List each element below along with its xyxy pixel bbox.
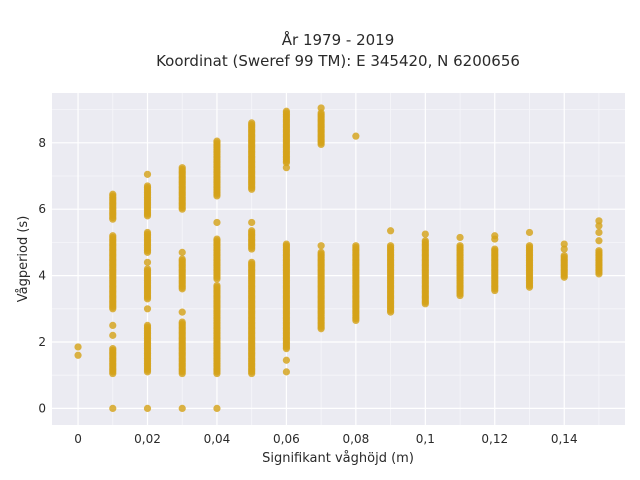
data-point: [317, 109, 325, 117]
data-point: [109, 345, 117, 353]
x-tick-labels: 0 0,02 0,04 0,06 0,08 0,1 0,12 0,14: [74, 432, 577, 446]
x-tick-label: 0,02: [134, 432, 161, 446]
data-point: [525, 228, 534, 237]
data-point: [317, 248, 325, 256]
data-point: [248, 258, 256, 266]
data-point: [143, 170, 152, 178]
data-point: [178, 404, 186, 412]
data-point: [178, 318, 186, 326]
data-point: [595, 222, 603, 230]
data-point: [74, 351, 82, 359]
data-point: [560, 252, 568, 260]
data-point: [352, 242, 360, 250]
data-point: [143, 258, 152, 266]
x-axis-label: Signifikant våghöjd (m): [262, 451, 414, 466]
x-tick-label: 0,1: [416, 432, 435, 446]
data-point: [560, 240, 568, 248]
data-point: [109, 190, 117, 198]
data-point: [282, 164, 291, 172]
data-point: [421, 230, 429, 238]
data-point: [109, 404, 117, 412]
data-point: [560, 245, 568, 253]
data-point: [282, 356, 291, 364]
data-point: [595, 228, 603, 237]
y-tick-labels: 0 2 4 6 8: [38, 136, 46, 416]
data-point: [491, 232, 499, 240]
y-tick-label: 6: [38, 202, 46, 216]
y-tick-label: 2: [38, 335, 46, 349]
x-tick-label: 0,14: [551, 432, 578, 446]
data-point: [109, 331, 117, 339]
y-axis-label: Vågperiod (s): [16, 216, 31, 303]
data-point: [352, 132, 360, 140]
data-point: [109, 232, 117, 240]
data-point: [213, 235, 221, 243]
chart-subtitle: Koordinat (Sweref 99 TM): E 345420, N 62…: [156, 52, 520, 70]
x-tick-label: 0,06: [273, 432, 300, 446]
data-point: [317, 104, 325, 112]
data-point: [386, 227, 395, 235]
data-point: [213, 404, 221, 412]
data-point: [595, 247, 603, 255]
data-point: [282, 368, 291, 376]
data-point: [525, 242, 534, 250]
y-tick-label: 8: [38, 136, 46, 150]
data-point: [595, 217, 603, 225]
data-point: [456, 233, 464, 242]
data-point: [456, 242, 464, 250]
data-point: [595, 237, 603, 245]
x-tick-label: 0,04: [204, 432, 231, 446]
data-point: [248, 227, 256, 235]
data-point: [143, 321, 152, 329]
data-point: [143, 182, 152, 190]
data-points: [74, 104, 603, 412]
data-point: [143, 228, 152, 237]
data-point: [74, 343, 82, 351]
x-tick-label: 0,08: [343, 432, 370, 446]
y-tick-label: 4: [38, 269, 46, 283]
data-point: [282, 240, 291, 248]
y-tick-label: 0: [38, 401, 46, 415]
data-point: [178, 164, 186, 172]
data-point: [178, 255, 186, 263]
data-point: [143, 265, 152, 273]
x-tick-label: 0: [74, 432, 82, 446]
data-point: [178, 248, 186, 256]
data-point: [386, 242, 395, 250]
x-tick-label: 0,12: [481, 432, 508, 446]
data-point: [109, 321, 117, 329]
data-point: [143, 305, 152, 313]
data-point: [282, 107, 291, 115]
data-point: [143, 404, 152, 412]
data-point: [317, 242, 325, 250]
data-point: [213, 137, 221, 145]
data-point: [213, 218, 221, 227]
data-point: [248, 119, 256, 127]
data-point: [421, 237, 429, 245]
data-point: [248, 218, 256, 227]
data-point: [491, 245, 499, 253]
chart-title: År 1979 - 2019: [282, 30, 395, 49]
data-point: [178, 308, 186, 316]
data-point: [213, 281, 221, 290]
